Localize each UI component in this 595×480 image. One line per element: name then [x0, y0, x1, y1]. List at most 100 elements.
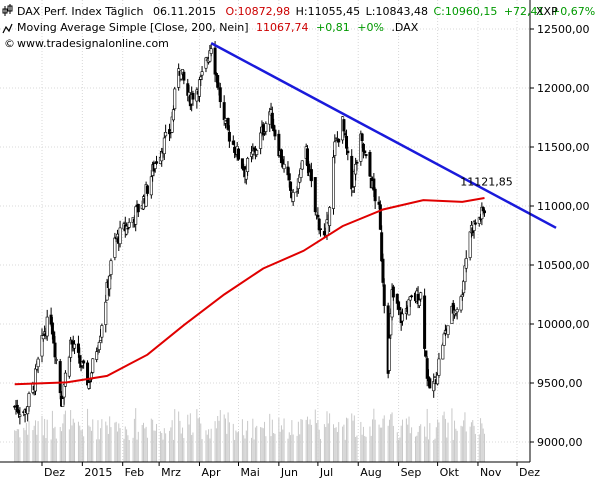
currency-label: XXP	[536, 5, 558, 18]
line-series-icon	[2, 23, 13, 34]
candle-body	[209, 48, 213, 54]
candle-body	[213, 47, 217, 75]
candle-body	[164, 132, 168, 137]
legend-ma-name: Moving Average Simple [Close, 200, Nein]	[17, 21, 249, 34]
candle-body	[333, 141, 337, 156]
candle-body	[364, 154, 368, 156]
x-tick-label: Feb	[125, 466, 144, 479]
candle-body	[191, 92, 195, 100]
x-tick-label: Jul	[319, 466, 333, 479]
candle-body	[36, 358, 40, 368]
candle-body	[313, 177, 317, 213]
legend-instrument-name: DAX Perf. Index Täglich	[17, 5, 144, 18]
candle-body	[441, 344, 445, 360]
candle-body	[464, 258, 468, 269]
candle-body	[482, 210, 486, 214]
candle-body	[227, 131, 231, 142]
candle-body	[171, 109, 175, 121]
candle-body	[437, 358, 441, 376]
candle-body	[136, 203, 140, 213]
candle-body	[45, 316, 49, 337]
candle-body	[342, 119, 346, 132]
candle-body	[162, 137, 166, 154]
y-tick-label: 10000,00	[537, 318, 590, 331]
candle-body	[100, 325, 104, 338]
candle-body	[382, 284, 386, 306]
candle-body	[428, 378, 432, 389]
candle-body	[410, 295, 414, 298]
x-tick-label: Jun	[280, 466, 298, 479]
candle-body	[424, 350, 428, 357]
y-tick-label: 9000,00	[537, 436, 583, 449]
legend-line-2: Moving Average Simple [Close, 200, Nein]…	[2, 21, 419, 34]
candle-body	[108, 275, 112, 290]
candle-body	[197, 79, 201, 97]
grid	[0, 0, 530, 462]
candle-body	[391, 286, 395, 298]
candle-body	[134, 206, 138, 225]
candle-body	[145, 185, 149, 194]
candle-body	[173, 88, 177, 110]
svg-text:Moving Average Simple [Close,: Moving Average Simple [Close, 200, Nein]…	[17, 21, 419, 34]
y-tick-label: 12500,00	[537, 23, 590, 36]
legend-low: L:10843,48	[366, 5, 428, 18]
candle-body	[216, 75, 220, 88]
y-tick-label: 11000,00	[537, 200, 590, 213]
candle-body	[218, 87, 222, 103]
trendline: 11121,85	[210, 42, 557, 229]
candle-body	[118, 227, 122, 245]
candle-body	[63, 372, 67, 387]
legend: DAX Perf. Index Täglich 06.11.2015 O:108…	[2, 4, 595, 50]
x-tick-label: Okt	[440, 466, 460, 479]
legend-ma-symbol: .DAX	[391, 21, 418, 34]
candle-body	[317, 218, 321, 231]
candle-body	[127, 221, 131, 228]
candle-body	[33, 368, 37, 392]
moving-average-path	[14, 197, 485, 386]
legend-change-pct: +0,67%	[551, 5, 595, 18]
legend-close: C:10960,15	[433, 5, 497, 18]
legend-ma-change-pct: +0%	[357, 21, 384, 34]
trendline-path	[210, 42, 557, 229]
svg-text:DAX Perf. Index Täglich: DAX Perf. Index Täglich 06.11.2015 O:108…	[17, 5, 595, 18]
candle-body	[95, 351, 99, 360]
candlestick-icon	[2, 4, 13, 16]
legend-line-1: DAX Perf. Index Täglich 06.11.2015 O:108…	[2, 4, 595, 18]
candle-body	[282, 163, 286, 170]
legend-high: H:11055,45	[296, 5, 360, 18]
x-tick-label: Mrz	[161, 466, 181, 479]
candle-body	[309, 169, 313, 182]
candle-body	[360, 133, 364, 142]
candle-body	[417, 299, 421, 306]
candle-body	[149, 176, 153, 196]
candle-body	[346, 150, 350, 154]
trendline-value-label: 11121,85	[460, 176, 513, 189]
candle-body	[442, 333, 446, 346]
candle-body	[460, 294, 464, 298]
candle-body	[318, 228, 322, 230]
legend-ma-value: 11067,74	[256, 21, 309, 34]
candle-body	[368, 151, 372, 177]
candle-body	[126, 227, 130, 230]
y-tick-label: 12000,00	[537, 82, 590, 95]
candle-body	[398, 307, 402, 311]
candle-body	[337, 138, 341, 143]
candle-body	[82, 360, 86, 364]
candle-body	[246, 158, 250, 172]
candle-body	[300, 160, 304, 170]
candle-body	[53, 342, 57, 358]
candle-body	[58, 361, 62, 394]
candle-body	[291, 192, 295, 202]
volume-bars	[14, 408, 485, 462]
candle-body	[200, 71, 204, 76]
candle-body	[287, 173, 291, 181]
candle-body	[277, 133, 281, 157]
candle-body	[264, 123, 268, 132]
candle-body	[419, 292, 423, 300]
candle-body	[373, 188, 377, 202]
candle-body	[104, 301, 108, 325]
candle-body	[222, 102, 226, 121]
candle-body	[240, 158, 244, 169]
